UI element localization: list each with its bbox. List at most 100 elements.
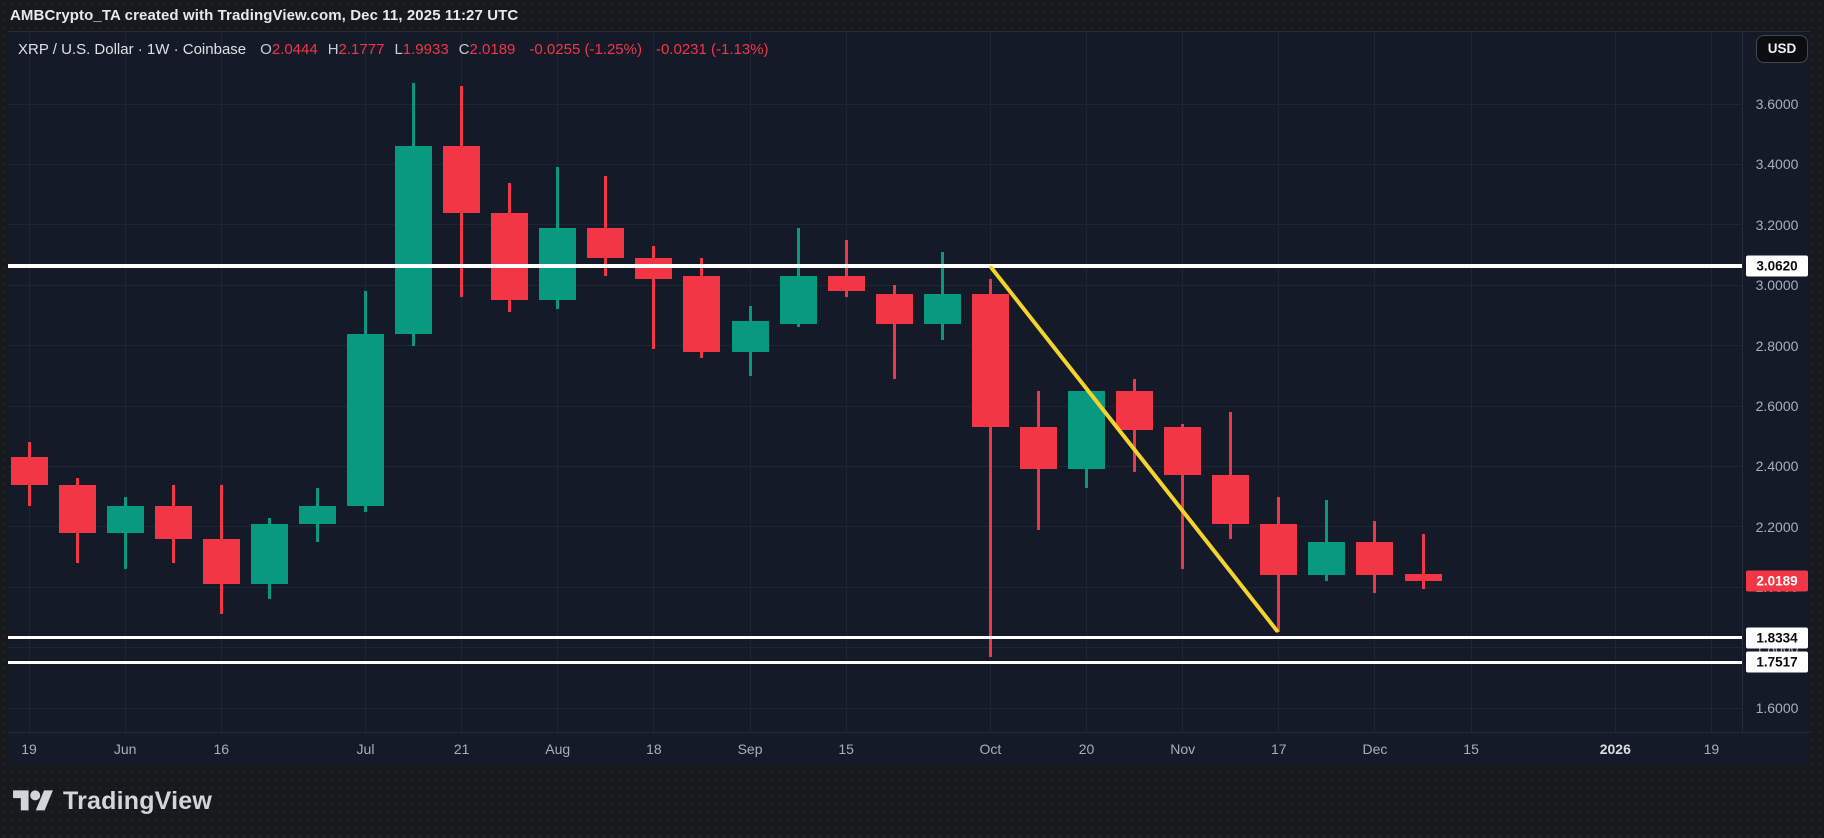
candlestick[interactable]	[1164, 427, 1202, 476]
grid-hline	[8, 586, 1742, 588]
candle-wick	[892, 285, 896, 379]
candlestick[interactable]	[1356, 541, 1394, 576]
candlestick[interactable]	[154, 505, 192, 539]
candle-wick	[844, 239, 848, 298]
time-tick-label: 18	[646, 741, 662, 757]
candlestick[interactable]	[1212, 475, 1250, 524]
grid-vline	[1086, 32, 1088, 732]
candlestick[interactable]	[1404, 573, 1442, 582]
grid-vline	[1710, 32, 1712, 732]
time-tick-label: 16	[213, 741, 230, 757]
time-axis[interactable]: 19 Jun 16 Jul 21 Aug 18 Sep 15 Oct 20 Nov 17 Dec 15 202…	[8, 732, 1810, 766]
candle-wick	[604, 176, 608, 277]
time-tick-label: Jun	[113, 741, 137, 757]
ohlc-pair: O2.0444	[260, 41, 318, 58]
chart-legend[interactable]: XRP / U.S. Dollar · 1W · Coinbase O2.044…	[18, 41, 769, 58]
time-tick-label: 2026	[1599, 741, 1631, 757]
time-tick-label: 21	[453, 741, 470, 757]
candlestick[interactable]	[683, 276, 721, 352]
candlestick[interactable]	[971, 294, 1009, 428]
price-tick-label: 3.0000	[1755, 277, 1799, 294]
grid-hline	[8, 163, 1742, 165]
price-tick-label: 3.4000	[1755, 156, 1799, 173]
grid-hline	[8, 284, 1742, 286]
grid-vline	[1182, 32, 1184, 732]
symbol-title[interactable]: XRP / U.S. Dollar · 1W · Coinbase	[18, 41, 247, 58]
grid-hline	[8, 345, 1742, 347]
change-absolute: -0.0255 (-1.25%)	[529, 41, 642, 58]
candlestick[interactable]	[923, 294, 961, 325]
candlestick[interactable]	[491, 212, 529, 301]
price-axis[interactable]: 3.6000 3.4000 3.2000 3.0000 2.8000 2.6000 2.40…	[1742, 32, 1810, 732]
grid-hline	[8, 707, 1742, 709]
grid-vline	[845, 32, 847, 732]
candle-wick	[1181, 424, 1185, 570]
grid-vline	[1470, 32, 1472, 732]
last-price-label: 2.0189	[1746, 570, 1808, 592]
candlestick[interactable]	[1019, 427, 1057, 470]
plot-area[interactable]	[8, 32, 1742, 732]
price-tick-label: 2.6000	[1755, 398, 1799, 414]
candlestick[interactable]	[346, 333, 384, 506]
candlestick[interactable]	[1308, 541, 1346, 576]
time-tick-label: Dec	[1362, 741, 1388, 757]
price-line-label: 1.8334	[1746, 627, 1808, 648]
price-tick-label: 2.2000	[1755, 518, 1799, 535]
tradingview-footer: TradingView	[13, 779, 212, 823]
candlestick[interactable]	[1116, 390, 1154, 431]
candlestick[interactable]	[298, 505, 336, 524]
candlestick[interactable]	[635, 258, 673, 280]
currency-usd-button[interactable]: USD	[1756, 35, 1808, 63]
tradingview-brand-text: TradingView	[63, 786, 213, 815]
time-tick-label: Jul	[356, 741, 375, 757]
time-tick-label: Aug	[545, 741, 571, 757]
candlestick[interactable]	[443, 146, 481, 213]
candlestick[interactable]	[875, 294, 913, 325]
grid-hline	[8, 647, 1742, 649]
candlestick[interactable]	[587, 227, 625, 258]
ohlc-values: O2.0444 H2.1777 L1.9933 C2.0189	[260, 41, 515, 58]
grid-vline	[653, 32, 655, 732]
horizontal-price-line[interactable]	[8, 660, 1742, 664]
time-tick-label: 19	[1703, 741, 1720, 757]
candlestick[interactable]	[202, 538, 240, 585]
time-tick-label: Oct	[979, 741, 1002, 757]
time-tick-label: 19	[21, 741, 37, 757]
grid-vline	[124, 32, 126, 732]
price-line-label: 1.7517	[1746, 651, 1808, 673]
time-tick-label: 15	[838, 741, 854, 757]
price-tick-label: 2.4000	[1755, 458, 1799, 475]
candlestick[interactable]	[1260, 523, 1298, 576]
horizontal-price-line[interactable]	[8, 636, 1742, 639]
candlestick[interactable]	[58, 484, 96, 533]
candlestick[interactable]	[10, 457, 48, 485]
grid-vline	[1614, 32, 1616, 732]
price-tick-label: 3.2000	[1755, 216, 1799, 233]
ohlc-pair: L1.9933	[394, 41, 449, 58]
grid-hline	[8, 103, 1742, 105]
time-tick-label: 15	[1463, 741, 1479, 757]
price-tick-label: 2.8000	[1755, 337, 1799, 354]
grid-vline	[28, 32, 30, 732]
price-tick-label: 1.6000	[1755, 700, 1799, 716]
candlestick[interactable]	[106, 505, 144, 533]
candle-wick	[1229, 412, 1233, 539]
candlestick[interactable]	[779, 276, 817, 325]
grid-vline	[1374, 32, 1376, 732]
grid-vline	[1278, 32, 1280, 732]
attribution-bar: AMBCrypto_TA created with TradingView.co…	[0, 0, 1824, 31]
time-tick-label: Nov	[1170, 741, 1196, 757]
candlestick[interactable]	[827, 276, 865, 292]
candlestick[interactable]	[539, 227, 577, 301]
ohlc-pair: C2.0189	[458, 41, 516, 58]
candlestick[interactable]	[395, 146, 433, 334]
change-secondary: -0.0231 (-1.13%)	[655, 41, 769, 58]
grid-vline	[461, 32, 463, 732]
ohlc-pair: H2.1777	[327, 41, 385, 58]
grid-hline	[8, 405, 1742, 407]
grid-vline	[220, 32, 222, 732]
candlestick[interactable]	[250, 523, 288, 585]
candle-wick	[123, 496, 127, 570]
horizontal-price-line[interactable]	[8, 264, 1742, 269]
candlestick[interactable]	[731, 321, 769, 352]
